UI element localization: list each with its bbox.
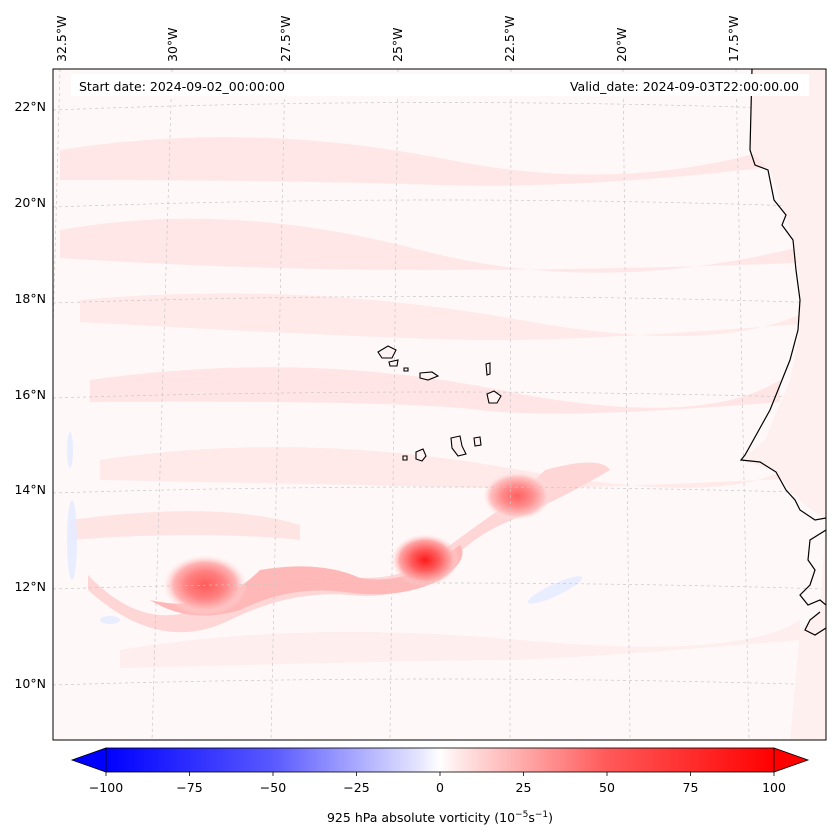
lat-label: 22°N (14, 99, 46, 114)
colorbar-tick: −75 (176, 780, 202, 795)
cape-verde-islands (377, 345, 502, 462)
lat-label: 10°N (14, 676, 46, 691)
colorbar-tick: −50 (260, 780, 286, 795)
graticule (53, 69, 826, 740)
lat-label: 12°N (14, 579, 46, 594)
longitude-labels: 32.5°W 30°W 27.5°W 25°W 22.5°W 20°W 17.5… (54, 16, 741, 62)
info-strip (71, 74, 809, 96)
lat-label: 14°N (14, 482, 46, 497)
colorbar-min-extend (70, 747, 107, 773)
valid-date-label: Valid_date: 2024-09-03T22:00:00.00 (570, 79, 799, 94)
colorbar-tick: 50 (599, 780, 615, 795)
map-panel (53, 69, 826, 740)
colorbar-tick: 100 (762, 780, 786, 795)
colorbar: −100 −75 −50 −25 0 25 50 75 100 925 hPa … (70, 747, 810, 825)
lon-label: 27.5°W (278, 16, 293, 62)
lon-label: 30°W (165, 27, 180, 62)
lat-label: 20°N (14, 195, 46, 210)
lon-label: 20°W (614, 27, 629, 62)
africa-coastline (739, 69, 826, 636)
vorticity-background-bands (60, 130, 826, 668)
lon-label: 25°W (390, 27, 405, 62)
colorbar-gradient (105, 747, 775, 773)
lat-label: 18°N (14, 291, 46, 306)
colorbar-tick: 0 (436, 780, 444, 795)
colorbar-tick: −100 (89, 780, 123, 795)
colorbar-title: 925 hPa absolute vorticity (10−5s−1) (327, 810, 553, 825)
latitude-labels: 22°N 20°N 18°N 16°N 14°N 12°N 10°N (14, 99, 46, 691)
lon-label: 17.5°W (726, 16, 741, 62)
map-frame (52, 68, 827, 741)
colorbar-tick: 25 (516, 780, 532, 795)
lon-label: 22.5°W (502, 16, 517, 62)
lon-label: 32.5°W (54, 16, 69, 62)
africa-land (741, 69, 826, 740)
start-date-label: Start date: 2024-09-02_00:00:00 (79, 79, 285, 94)
vortex-central (391, 534, 459, 586)
colorbar-tick: −25 (343, 780, 369, 795)
colorbar-tick: 75 (683, 780, 699, 795)
lat-label: 16°N (14, 387, 46, 402)
vortex-east (483, 472, 551, 520)
colorbar-max-extend (773, 747, 810, 773)
